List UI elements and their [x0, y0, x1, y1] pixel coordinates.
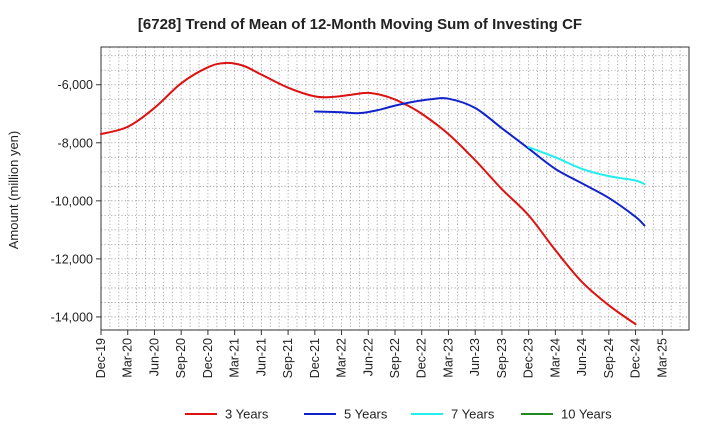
legend-label-7-years: 7 Years [451, 407, 495, 422]
x-tick-label: Dec-23 [522, 338, 536, 378]
x-tick-label: Sep-24 [602, 338, 616, 378]
x-tick-label: Sep-20 [174, 338, 188, 378]
x-tick-label: Jun-22 [361, 338, 375, 376]
y-tick-label: -6,000 [58, 78, 93, 92]
series-line-5-years [313, 97, 646, 227]
x-tick-label: Mar-25 [655, 338, 669, 378]
x-tick-label: Sep-22 [388, 338, 402, 378]
y-tick-label: -12,000 [51, 252, 93, 266]
grid-layer [101, 47, 689, 330]
x-tick-label: Sep-21 [281, 338, 295, 378]
legend-label-5-years: 5 Years [344, 407, 388, 422]
series-line-7-years [527, 146, 646, 185]
x-tick-label: Sep-23 [495, 338, 509, 378]
x-tick-label: Jun-23 [468, 338, 482, 376]
x-tick-label: Mar-23 [441, 338, 455, 378]
x-tick-label: Mar-24 [548, 338, 562, 378]
x-tick-label: Mar-22 [335, 338, 349, 378]
x-tick-label: Jun-21 [254, 338, 268, 376]
chart-title: [6728] Trend of Mean of 12-Month Moving … [138, 16, 582, 33]
x-tick-label: Dec-20 [201, 338, 215, 378]
legend-item-10-years: 10 Years [521, 407, 612, 422]
y-tick-label: -14,000 [51, 310, 93, 324]
legend: 3 Years 5 Years 7 Years 10 Years [185, 407, 612, 422]
legend-item-5-years: 5 Years [304, 407, 388, 422]
x-tick-label: Jun-24 [575, 338, 589, 376]
series-line-3-years [100, 61, 637, 326]
legend-label-10-years: 10 Years [561, 407, 612, 422]
x-tick-label: Mar-21 [228, 338, 242, 378]
x-tick-label: Dec-24 [629, 338, 643, 378]
legend-item-7-years: 7 Years [411, 407, 495, 422]
x-tick-label: Jun-20 [147, 338, 161, 376]
x-tick-label: Dec-22 [415, 338, 429, 378]
legend-label-3-years: 3 Years [225, 407, 269, 422]
x-tick-label: Mar-20 [121, 338, 135, 378]
y-tick-label: -8,000 [58, 136, 93, 150]
x-tick-label: Dec-19 [94, 338, 108, 378]
y-tick-label: -10,000 [51, 194, 93, 208]
plot-frame [100, 46, 690, 331]
legend-item-3-years: 3 Years [185, 407, 269, 422]
x-tick-label: Dec-21 [308, 338, 322, 378]
y-axis-label: Amount (million yen) [6, 131, 21, 250]
series-layer [100, 61, 646, 326]
